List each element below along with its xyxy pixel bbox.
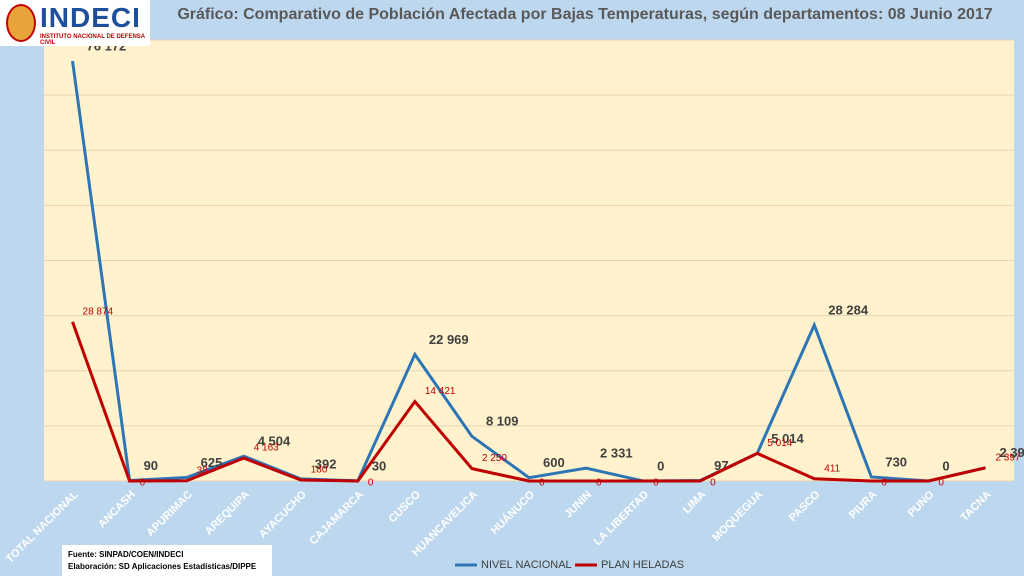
x-tick-label: APURIMAC bbox=[144, 489, 194, 539]
data-label: 4 163 bbox=[254, 443, 279, 454]
x-tick-label: AYACUCHO bbox=[257, 488, 309, 540]
data-label: 30 bbox=[372, 458, 386, 473]
data-label: 392 bbox=[315, 456, 337, 471]
footer: Fuente: SINPAD/COEN/INDECI Elaboración: … bbox=[62, 545, 272, 576]
x-tick-label: JUNIN bbox=[562, 489, 594, 521]
data-label: 600 bbox=[543, 455, 565, 470]
data-label: 8 109 bbox=[486, 414, 519, 429]
data-label: 14 421 bbox=[425, 386, 456, 397]
data-label: 28 284 bbox=[828, 303, 869, 318]
logo-subtitle: INSTITUTO NACIONAL DE DEFENSA CIVIL bbox=[40, 34, 145, 46]
data-label: 38 bbox=[197, 465, 209, 476]
data-label: 0 bbox=[653, 478, 659, 489]
x-tick-label: AREQUIPA bbox=[203, 489, 252, 538]
data-label: 625 bbox=[201, 455, 223, 470]
data-label: 22 969 bbox=[429, 332, 469, 347]
x-tick-label: MOQUEGUA bbox=[710, 489, 765, 544]
series-line bbox=[71, 60, 986, 483]
data-label: 0 bbox=[710, 478, 716, 489]
x-tick-label: TACNA bbox=[959, 489, 994, 524]
logo: INDECI INSTITUTO NACIONAL DE DEFENSA CIV… bbox=[0, 0, 150, 46]
data-label: 0 bbox=[539, 478, 545, 489]
data-label: 2 250 bbox=[482, 453, 507, 464]
data-label: 730 bbox=[885, 454, 907, 469]
data-label: 2 397 bbox=[999, 445, 1024, 460]
chart-title: Gráfico: Comparativo de Población Afecta… bbox=[177, 6, 993, 23]
x-tick-label: PIURA bbox=[847, 489, 880, 522]
data-label: 5 014 bbox=[767, 438, 792, 449]
x-tick-label: PASCO bbox=[787, 488, 823, 524]
data-label: 0 bbox=[942, 458, 949, 473]
x-tick-label: HUÁNUCO bbox=[488, 488, 537, 537]
logo-icon bbox=[6, 4, 36, 42]
series-line bbox=[71, 321, 986, 483]
x-tick-label: LA LIBERTAD bbox=[592, 489, 652, 549]
data-label: 0 bbox=[657, 458, 664, 473]
data-label: 2 331 bbox=[600, 446, 633, 461]
data-label: 0 bbox=[881, 478, 887, 489]
legend-label: PLAN HELADAS bbox=[601, 559, 684, 571]
data-label: 5 014 bbox=[771, 431, 804, 446]
source: Fuente: SINPAD/COEN/INDECI bbox=[68, 550, 184, 559]
data-label: 0 bbox=[140, 478, 146, 489]
data-label: 28 874 bbox=[83, 306, 114, 317]
data-label: 411 bbox=[824, 463, 840, 474]
data-label: 180 bbox=[311, 465, 328, 476]
data-label: 90 bbox=[144, 458, 158, 473]
data-label: 0 bbox=[938, 478, 944, 489]
data-label: 4 504 bbox=[258, 434, 291, 449]
x-tick-label: LIMA bbox=[681, 489, 709, 517]
data-label: 2 397 bbox=[995, 452, 1020, 463]
data-label: 0 bbox=[368, 478, 374, 489]
logo-name: INDECI bbox=[40, 2, 141, 33]
data-label: 0 bbox=[596, 478, 602, 489]
x-tick-label: PUNO bbox=[906, 488, 937, 519]
elaboration: Elaboración: SD Aplicaciones Estadística… bbox=[68, 562, 257, 571]
legend-label: NIVEL NACIONAL bbox=[481, 559, 572, 571]
x-tick-label: CUSCO bbox=[386, 488, 423, 525]
x-tick-label: CAJAMARCA bbox=[307, 489, 366, 548]
x-tick-label: ANCASH bbox=[96, 489, 138, 531]
